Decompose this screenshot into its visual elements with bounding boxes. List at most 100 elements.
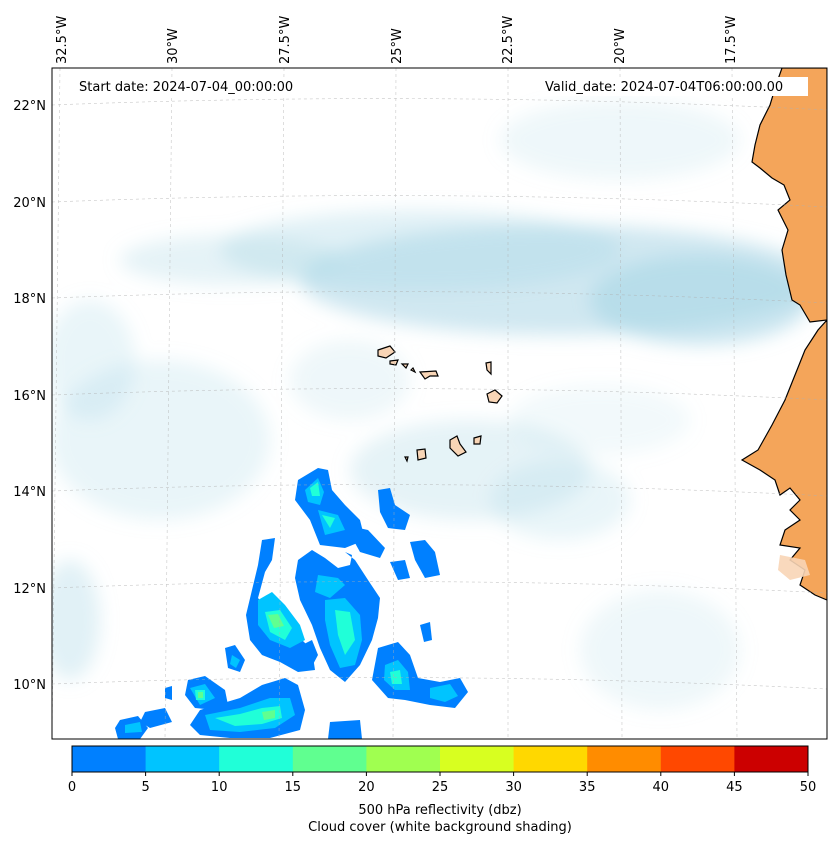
- colorbar-swatch: [734, 746, 809, 772]
- storm-cell-core: [215, 706, 282, 726]
- storm-cell-core: [198, 692, 203, 698]
- storm-cell: [140, 708, 172, 728]
- parallel-line: [52, 484, 827, 497]
- meridian-line: [52, 68, 61, 739]
- meridian-line: [731, 68, 738, 739]
- lat-label: 12°N: [13, 582, 46, 597]
- start-date-box: [72, 77, 317, 96]
- cloud-band: [52, 560, 100, 680]
- island: [389, 359, 399, 366]
- storm-cell-core: [335, 610, 355, 655]
- island: [404, 456, 409, 463]
- cloud-band: [120, 235, 340, 285]
- storm-cell-core: [262, 710, 275, 720]
- storm-cell-core: [315, 575, 345, 598]
- storm-cell-core: [125, 722, 142, 733]
- cape-verde-islands: [377, 345, 503, 463]
- map-frame: [51, 67, 828, 740]
- lon-label: 27.5°W: [278, 16, 293, 64]
- lat-label: 16°N: [13, 389, 46, 404]
- colorbar-sublabel: Cloud cover (white background shading): [308, 820, 572, 835]
- colorbar-tick-label: 35: [579, 780, 596, 795]
- colorbar-tick-label: 10: [211, 780, 228, 795]
- storm-cell: [345, 525, 385, 558]
- lat-label: 22°N: [13, 99, 46, 114]
- island: [377, 345, 396, 359]
- start-date-label: Start date: 2024-07-04_00:00:00: [79, 80, 293, 95]
- parallel-line: [52, 677, 827, 690]
- parallel-line: [52, 291, 827, 304]
- storm-cell: [165, 686, 172, 700]
- colorbar: 0 5 10 15 20 25 30 35 40 45 50 500 hPa reflectivit…: [68, 745, 817, 835]
- storm-cell-core: [390, 670, 402, 684]
- storm-cell: [378, 488, 410, 530]
- colorbar-swatch: [219, 746, 294, 772]
- cloud-band: [290, 340, 410, 420]
- valid-date-box: [540, 77, 808, 96]
- parallel-line: [52, 98, 827, 111]
- colorbar-tick-label: 40: [653, 780, 670, 795]
- island: [449, 435, 467, 457]
- colorbar-swatch: [292, 746, 367, 772]
- cloud-band: [590, 255, 810, 345]
- storm-cell: [328, 720, 362, 739]
- meridian-line: [278, 68, 285, 739]
- cloud-band: [490, 460, 630, 540]
- colorbar-tick-label: 15: [285, 780, 302, 795]
- colorbar-swatch: [366, 746, 441, 772]
- colorbar-tick-label: 50: [800, 780, 817, 795]
- colorbar-swatch: [513, 746, 588, 772]
- map-area: Start date: 2024-07-04_00:00:00 Valid_da…: [52, 68, 827, 739]
- island: [486, 389, 503, 404]
- island: [416, 448, 427, 461]
- island: [485, 361, 492, 376]
- cloud-cover-shading: [52, 100, 820, 710]
- parallel-line: [52, 581, 827, 594]
- storm-cell: [420, 622, 432, 642]
- island: [418, 370, 439, 380]
- longitude-labels: 32.5°W 30°W 27.5°W 25°W 22.5°W 20°W 17.5…: [55, 16, 739, 64]
- colorbar-tick-label: 25: [432, 780, 449, 795]
- colorbar-tick-label: 20: [358, 780, 375, 795]
- storm-cell-core: [230, 655, 240, 668]
- reflectivity-level-4: [198, 614, 284, 720]
- cloud-band: [52, 300, 135, 420]
- lat-label: 20°N: [13, 196, 46, 211]
- storm-cell: [300, 640, 318, 670]
- lat-label: 14°N: [13, 485, 46, 500]
- lat-label: 10°N: [13, 678, 46, 693]
- colorbar-tick-label: 0: [68, 780, 76, 795]
- colorbar-tick-label: 45: [726, 780, 743, 795]
- island: [473, 435, 482, 445]
- colorbar-swatch: [72, 746, 147, 772]
- lat-label: 18°N: [13, 292, 46, 307]
- meridian-line: [392, 68, 397, 739]
- parallel-line: [52, 195, 827, 208]
- cloud-band: [580, 590, 740, 710]
- lon-label: 17.5°W: [724, 16, 739, 64]
- lon-label: 32.5°W: [55, 16, 70, 64]
- cloud-band: [510, 385, 690, 455]
- colorbar-tick-label: 5: [141, 780, 149, 795]
- lon-label: 25°W: [390, 28, 405, 64]
- graticule: [52, 68, 827, 739]
- storm-cell: [410, 540, 440, 578]
- storm-cell-core: [310, 482, 320, 496]
- coastal-marsh: [778, 555, 810, 580]
- meridian-line: [619, 68, 623, 739]
- colorbar-swatch: [660, 746, 735, 772]
- latitude-labels: 22°N 20°N 18°N 16°N 14°N 12°N 10°N: [13, 99, 46, 693]
- storm-cell-core: [322, 515, 335, 528]
- colorbar-swatch: [145, 746, 220, 772]
- valid-date-label: Valid_date: 2024-07-04T06:00:00.00: [545, 80, 783, 95]
- parallel-line: [52, 388, 827, 401]
- meridian-line: [164, 68, 173, 739]
- lon-label: 22.5°W: [501, 16, 516, 64]
- island: [409, 366, 417, 374]
- lon-label: 20°W: [613, 28, 628, 64]
- colorbar-swatch: [440, 746, 515, 772]
- colorbar-tick-label: 30: [505, 780, 522, 795]
- storm-cell: [390, 560, 410, 580]
- reflectivity-contours: [115, 468, 468, 739]
